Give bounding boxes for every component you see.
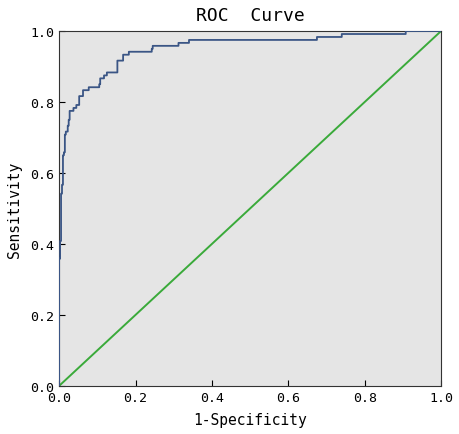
Title: ROC  Curve: ROC Curve xyxy=(195,7,304,25)
X-axis label: 1-Specificity: 1-Specificity xyxy=(193,412,306,427)
Y-axis label: Sensitivity: Sensitivity xyxy=(7,161,22,257)
